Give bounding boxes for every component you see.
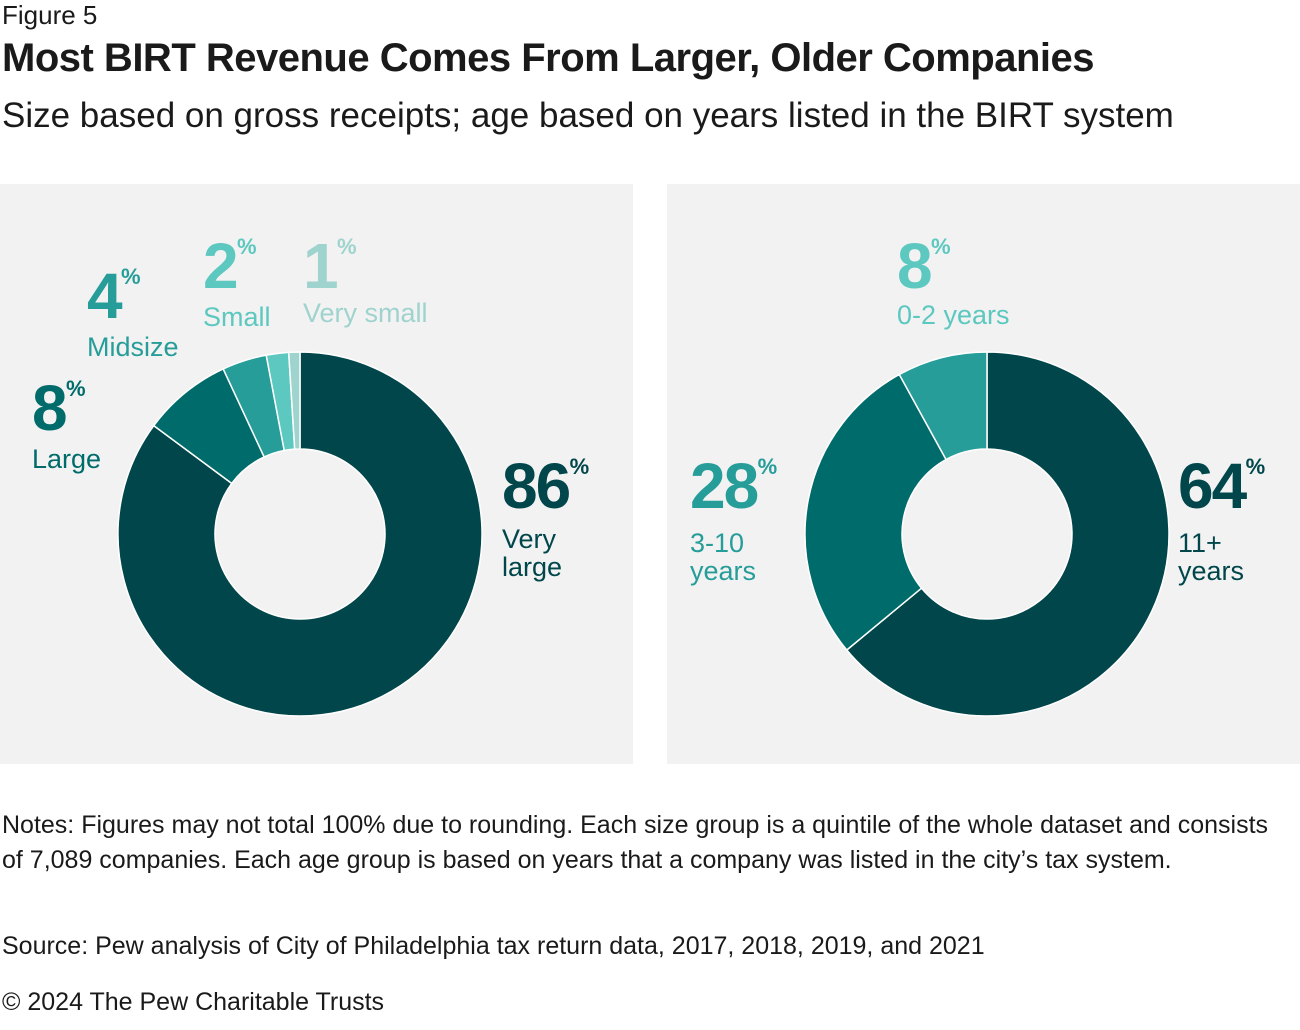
label-three-ten-name-1: 3-10	[690, 528, 745, 558]
label-large-name: Large	[32, 444, 102, 474]
label-midsize-value: 4	[87, 260, 123, 332]
label-three-ten: 28% 3-10 years	[690, 450, 778, 586]
label-very-small: 1% Very small	[303, 230, 428, 328]
label-very-large-name-1: Very	[502, 524, 557, 554]
label-small-value: 2	[203, 230, 239, 302]
label-very-large: 86% Very large	[502, 450, 590, 582]
size-chart-panel: 86% Very large 8% Large 4% Midsize 2% Sma…	[0, 184, 633, 764]
label-eleven-plus-name-1: 11+	[1178, 528, 1222, 558]
label-three-ten-value: 28	[690, 450, 759, 522]
label-very-large-value: 86	[502, 450, 571, 522]
figure-label: Figure 5	[2, 0, 98, 30]
label-eleven-plus-name-2: years	[1178, 555, 1245, 586]
size-slice-very-large	[117, 351, 483, 717]
label-very-small-name: Very small	[303, 298, 428, 328]
chart-notes: Notes: Figures may not total 100% due to…	[2, 811, 1269, 874]
age-slice-11-years	[845, 351, 1170, 717]
label-midsize: 4% Midsize	[87, 260, 179, 362]
label-small: 2% Small	[203, 230, 271, 332]
chart-source: Source: Pew analysis of City of Philadel…	[2, 932, 985, 960]
label-zero-two: 8% 0-2 years	[897, 230, 1010, 330]
label-eleven-plus-value: 64	[1178, 450, 1247, 522]
label-large-value: 8	[32, 372, 68, 444]
size-donut-chart	[117, 351, 483, 717]
label-eleven-plus: 64% 11+ years	[1178, 450, 1266, 586]
age-slice-0-2-years	[898, 351, 988, 461]
label-zero-two-name: 0-2 years	[897, 300, 1010, 330]
chart-title: Most BIRT Revenue Comes From Larger, Old…	[2, 36, 1095, 80]
label-midsize-name: Midsize	[87, 332, 179, 362]
label-zero-two-value: 8	[897, 230, 933, 302]
label-large: 8% Large	[32, 372, 102, 474]
label-very-small-value: 1	[303, 230, 339, 302]
label-small-name: Small	[203, 302, 271, 332]
age-slice-3-10-years	[804, 373, 948, 652]
label-three-ten-name-2: years	[690, 555, 757, 586]
age-chart-panel: 64% 11+ years 28% 3-10 years 8% 0-2 years	[667, 184, 1300, 764]
age-donut-chart	[804, 351, 1170, 717]
label-very-large-name-2: large	[502, 551, 563, 582]
chart-subtitle: Size based on gross receipts; age based …	[2, 96, 1174, 135]
size-slice-very-small	[287, 351, 301, 450]
copyright: © 2024 The Pew Charitable Trusts	[2, 988, 385, 1016]
